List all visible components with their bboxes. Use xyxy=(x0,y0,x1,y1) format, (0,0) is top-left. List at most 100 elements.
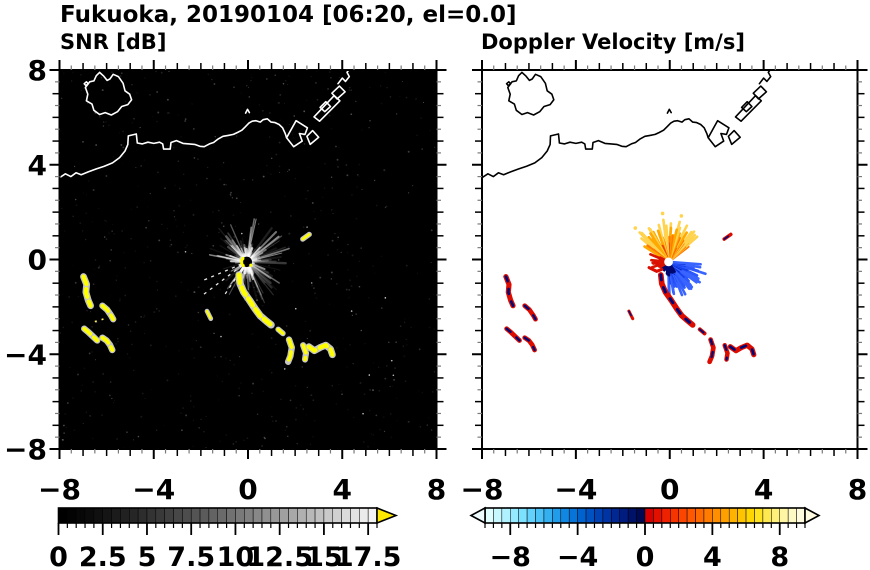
speckle-dot xyxy=(192,405,195,408)
colorbar-cell xyxy=(695,507,705,524)
speckle-dot xyxy=(319,276,322,279)
speckle-dot xyxy=(149,259,152,262)
speckle-dot xyxy=(192,128,195,130)
coastline-harbor-pier xyxy=(319,100,332,113)
speckle-dot xyxy=(235,440,237,443)
fan-ray xyxy=(230,264,243,272)
speckle-dot xyxy=(308,167,310,169)
speckle-dot xyxy=(328,70,331,73)
fan-ray xyxy=(250,264,280,284)
colorbar-tick-label: 2.5 xyxy=(79,542,127,570)
speckle-dot xyxy=(141,392,144,395)
speckle-dot xyxy=(229,359,231,362)
speckle-dot xyxy=(85,238,87,241)
speckle-dot xyxy=(337,166,339,168)
speckle-dot xyxy=(121,155,124,158)
colorbar-cell xyxy=(619,507,629,524)
speckle-dot xyxy=(327,254,329,256)
colorbar-cell xyxy=(199,507,210,524)
speckle-dot xyxy=(288,232,291,235)
speckle-dot xyxy=(384,206,387,209)
echo-core-south-band xyxy=(306,343,335,357)
fan-ray xyxy=(246,266,251,275)
fan-ray xyxy=(218,227,244,259)
speckle-dot xyxy=(73,165,76,168)
speckle-dot xyxy=(175,295,177,297)
speckle-dot xyxy=(283,368,286,370)
speckle-dot xyxy=(111,230,113,232)
fan-tip-dot xyxy=(660,211,665,216)
colorbar-cell xyxy=(173,507,183,524)
speckle-dot xyxy=(372,434,375,436)
speckle-dot xyxy=(92,381,94,383)
speckle-dot xyxy=(76,373,79,376)
speckle-dot xyxy=(367,446,369,448)
speckle-dot xyxy=(428,298,430,300)
speckle-dot xyxy=(212,211,214,213)
speckle-dot xyxy=(267,171,269,173)
speckle-dot xyxy=(331,187,334,189)
speckle-dot xyxy=(432,391,434,393)
fan-ray xyxy=(247,218,255,258)
colorbar-tick-label: 12.5 xyxy=(246,542,313,570)
speckle-dot xyxy=(130,208,132,210)
fan-ray xyxy=(251,257,258,261)
echo-red-near-center xyxy=(654,260,661,267)
colorbar-cell xyxy=(526,507,536,524)
speckle-dot xyxy=(401,81,403,83)
speckle-dot xyxy=(428,326,431,329)
speckle-dot xyxy=(262,175,265,178)
fan-ray xyxy=(251,252,264,260)
x-tick-label: −8 xyxy=(461,473,504,506)
doppler-colorbar: −8 −4 0 4 8 xyxy=(469,506,821,570)
speckle-dot xyxy=(230,191,232,194)
speckle-dot xyxy=(294,418,297,421)
speckle-dot xyxy=(192,213,195,216)
speckle-dot xyxy=(212,244,215,247)
colorbar-cell xyxy=(137,507,148,524)
speckle-dot xyxy=(340,251,342,254)
fan-ray xyxy=(251,262,266,270)
speckle-dot xyxy=(101,89,104,92)
fan-ray xyxy=(251,260,287,265)
speckle-dot xyxy=(380,102,383,105)
speckle-dot xyxy=(74,281,77,284)
speckle-dot xyxy=(310,76,312,78)
speckle-dot xyxy=(254,281,257,284)
speckle-dot xyxy=(116,275,118,277)
speckle-dot xyxy=(368,374,371,376)
speckle-dot xyxy=(144,77,146,79)
coastline-cape-mark xyxy=(244,108,251,114)
speckle-dot xyxy=(287,83,289,86)
speckle-dot xyxy=(270,211,272,213)
speckle-dot xyxy=(341,393,343,396)
speckle-dot xyxy=(190,395,192,397)
speckle-dot xyxy=(361,188,363,191)
speckle-dot xyxy=(135,167,137,169)
speckle-dot xyxy=(407,150,410,153)
center-rim-speck xyxy=(241,263,245,268)
speckle-dot xyxy=(225,183,227,186)
fan-ray xyxy=(247,244,252,258)
speckle-dot xyxy=(257,346,259,348)
speckle-dot xyxy=(139,126,141,129)
echo-navy-south-hook xyxy=(708,338,715,363)
fan-ray xyxy=(251,247,290,262)
speckle-dot xyxy=(304,320,306,322)
coastline-islet xyxy=(83,81,89,87)
fan-ray xyxy=(225,264,244,282)
speckle-dot xyxy=(275,420,278,423)
speckle-dot xyxy=(197,319,199,322)
fan-ray xyxy=(225,239,244,259)
speckle-dot xyxy=(189,199,192,202)
echo-navy-west-hook-2 xyxy=(523,336,536,352)
speckle-dot xyxy=(60,97,63,100)
colorbar-tick-label: 17.5 xyxy=(335,542,402,570)
echo-navy-south-band-hook xyxy=(723,344,729,361)
speckle-dot xyxy=(234,225,237,228)
fan-ray xyxy=(251,259,258,262)
speckle-dot xyxy=(110,249,112,251)
speckle-dot xyxy=(306,337,308,339)
speckle-dot xyxy=(291,280,294,283)
